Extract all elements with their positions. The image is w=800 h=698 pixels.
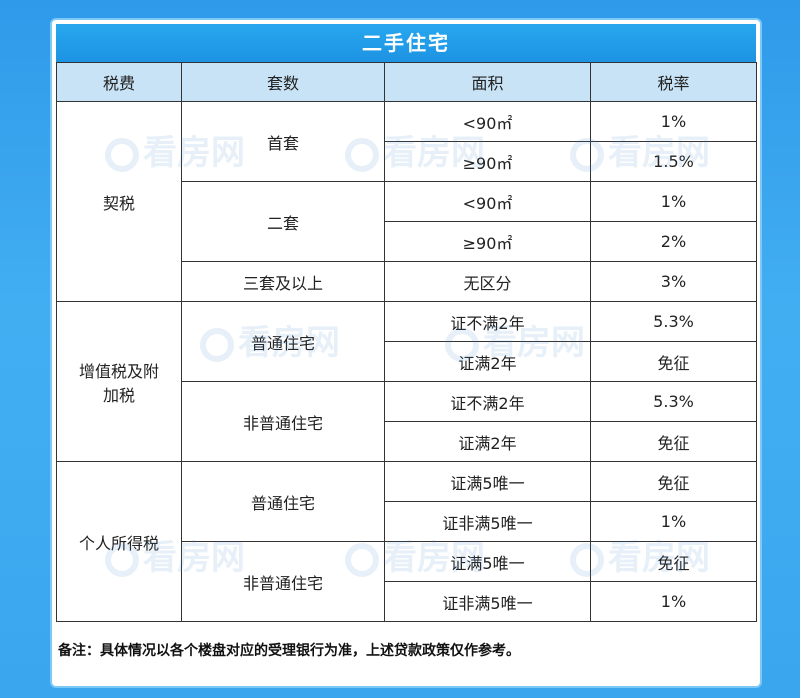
- rate-cell: 3%: [590, 261, 757, 302]
- header-area: 面积: [384, 62, 591, 102]
- area-cell: 证满5唯一: [384, 541, 591, 582]
- table-row: ≥90㎡ 1.5%: [57, 141, 757, 182]
- table-row: ≥90㎡ 2%: [57, 221, 757, 262]
- area-cell: 证非满5唯一: [384, 581, 591, 622]
- table-row: 三套及以上 无区分 3%: [57, 261, 757, 302]
- table-row: 非普通住宅 证不满2年 5.3%: [57, 381, 757, 462]
- rate-cell: 1%: [590, 101, 757, 142]
- set-count-cell: 普通住宅: [181, 461, 385, 542]
- table-row: 非普通住宅 证满5唯一 免征: [57, 541, 757, 622]
- area-cell: ≥90㎡: [384, 221, 591, 262]
- header-tax-type: 税费: [56, 62, 182, 102]
- footnote: 备注：具体情况以各个楼盘对应的受理银行为准，上述贷款政策仅作参考。: [58, 643, 520, 659]
- header-rate: 税率: [590, 62, 757, 102]
- table-row: 增值税及附加税 普通住宅 证不满2年 5.3%: [56, 301, 757, 462]
- table-row: 契税 首套 <90㎡ 1%: [56, 101, 757, 302]
- area-cell: <90㎡: [384, 181, 591, 222]
- area-cell: 证满2年: [384, 341, 591, 382]
- rate-cell: 1%: [590, 501, 757, 542]
- table-header-row: 税费 套数 面积 税率: [56, 62, 757, 102]
- set-count-cell: 首套: [181, 101, 385, 182]
- set-count-cell: 非普通住宅: [181, 381, 385, 462]
- rate-cell: 1%: [590, 581, 757, 622]
- rate-cell: 免征: [590, 541, 757, 582]
- table-title: 二手住宅: [56, 24, 756, 62]
- rate-cell: 1.5%: [590, 141, 757, 182]
- area-cell: 证满2年: [384, 421, 591, 462]
- table-row: 证满2年 免征: [57, 341, 757, 382]
- rate-cell: 免征: [590, 341, 757, 382]
- area-cell: 证不满2年: [384, 301, 591, 342]
- set-count-cell: 非普通住宅: [181, 541, 385, 622]
- area-cell: ≥90㎡: [384, 141, 591, 182]
- set-count-cell: 二套: [181, 181, 385, 262]
- set-count-cell: 三套及以上: [181, 261, 385, 302]
- rate-cell: 2%: [590, 221, 757, 262]
- rate-cell: 免征: [590, 461, 757, 502]
- table-row: 证非满5唯一 1%: [57, 581, 757, 622]
- area-cell: 无区分: [384, 261, 591, 302]
- table-row: 证非满5唯一 1%: [57, 501, 757, 542]
- tax-type-cell: 增值税及附加税: [56, 301, 182, 462]
- header-set-count: 套数: [181, 62, 385, 102]
- set-count-cell: 普通住宅: [181, 301, 385, 382]
- rate-cell: 5.3%: [590, 381, 757, 422]
- table-row: 个人所得税 普通住宅 证满5唯一 免征: [56, 461, 757, 622]
- tax-type-cell: 个人所得税: [56, 461, 182, 622]
- rate-cell: 免征: [590, 421, 757, 462]
- rate-cell: 5.3%: [590, 301, 757, 342]
- area-cell: 证满5唯一: [384, 461, 591, 502]
- tax-type-cell: 契税: [56, 101, 182, 302]
- tax-table-card: 二手住宅 税费 套数 面积 税率 契税 首套 <90㎡ 1% ≥90㎡ 1.5%…: [50, 18, 762, 688]
- rate-cell: 1%: [590, 181, 757, 222]
- area-cell: <90㎡: [384, 101, 591, 142]
- area-cell: 证非满5唯一: [384, 501, 591, 542]
- table-row: 证满2年 免征: [57, 421, 757, 462]
- tax-table: 税费 套数 面积 税率 契税 首套 <90㎡ 1% ≥90㎡ 1.5% 二套 <…: [56, 62, 757, 622]
- area-cell: 证不满2年: [384, 381, 591, 422]
